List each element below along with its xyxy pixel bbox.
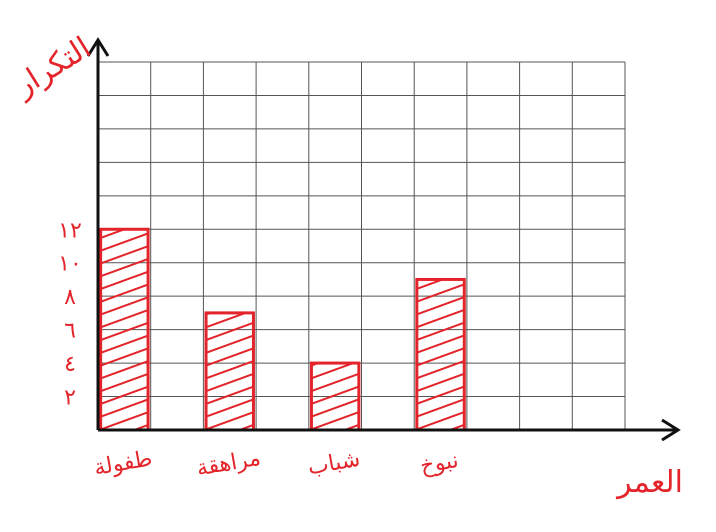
x-tick-label: نبوخ xyxy=(418,448,460,479)
y-axis-label: التكرار xyxy=(7,30,97,104)
x-tick-label: طفولة xyxy=(92,446,154,481)
axes xyxy=(86,37,681,442)
x-tick-labels: طفولة مراهقة شباب نبوخ xyxy=(92,446,460,482)
y-tick-label: ٤ xyxy=(64,352,76,377)
x-tick-label: شباب xyxy=(306,447,362,481)
bars xyxy=(99,227,466,432)
bar-2 xyxy=(204,311,255,432)
y-tick-label: ١٢ xyxy=(58,218,82,243)
y-axis-arrow-icon xyxy=(86,37,110,57)
bar-1 xyxy=(99,227,150,432)
grid xyxy=(97,61,626,431)
x-tick-label: مراهقة xyxy=(195,446,263,482)
x-axis-arrow-icon xyxy=(661,418,681,442)
y-tick-label: ٢ xyxy=(64,386,76,411)
y-tick-labels: ٢ ٤ ٦ ٨ ١٠ ١٢ xyxy=(58,218,82,410)
y-tick-label: ٦ xyxy=(64,319,76,344)
y-tick-label: ١٠ xyxy=(58,252,82,277)
bar-3 xyxy=(309,361,361,432)
bar-4 xyxy=(415,277,466,432)
x-axis-label: العمر xyxy=(615,465,683,500)
y-tick-label: ٨ xyxy=(64,285,76,310)
